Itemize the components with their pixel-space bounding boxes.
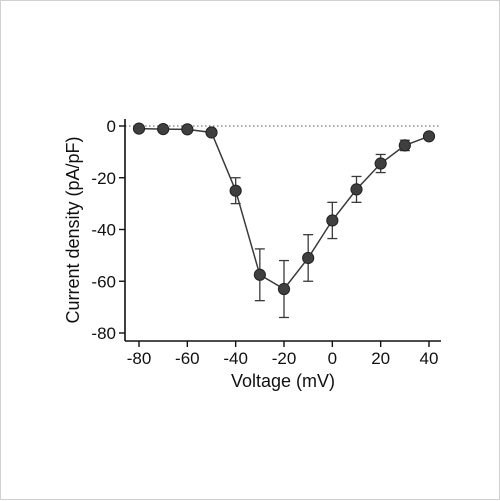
data-point xyxy=(398,139,411,152)
data-point xyxy=(205,126,218,139)
x-tick-label: -40 xyxy=(223,349,248,368)
y-tick-label: 0 xyxy=(107,117,116,136)
y-tick-label: -20 xyxy=(91,169,116,188)
data-point xyxy=(326,214,339,227)
data-point xyxy=(302,251,315,265)
data-point xyxy=(374,157,387,170)
x-axis-title: Voltage (mV) xyxy=(231,371,335,391)
x-tick-label: -20 xyxy=(272,349,297,368)
y-tick-label: -60 xyxy=(91,272,116,291)
data-point xyxy=(229,184,242,197)
data-point xyxy=(132,122,146,135)
y-axis-title: Current density (pA/pF) xyxy=(63,136,83,323)
data-point xyxy=(350,183,363,196)
y-tick-label: -80 xyxy=(91,324,116,343)
y-tick-label: -40 xyxy=(91,221,116,240)
x-tick-label: 20 xyxy=(371,349,390,368)
data-point xyxy=(157,123,170,136)
data-point xyxy=(422,130,436,143)
data-point xyxy=(277,282,291,296)
data-point xyxy=(253,268,266,281)
x-tick-label: 40 xyxy=(420,349,439,368)
data-points-group xyxy=(132,122,436,296)
x-tick-label: -80 xyxy=(127,349,152,368)
x-tick-label: 0 xyxy=(328,349,337,368)
data-point xyxy=(181,123,194,136)
ticks-group: -80 -60 -40 -20 0 20 40 0 -20 -40 -60 -80 xyxy=(91,117,438,368)
axes-group xyxy=(124,119,441,342)
x-tick-label: -60 xyxy=(175,349,200,368)
